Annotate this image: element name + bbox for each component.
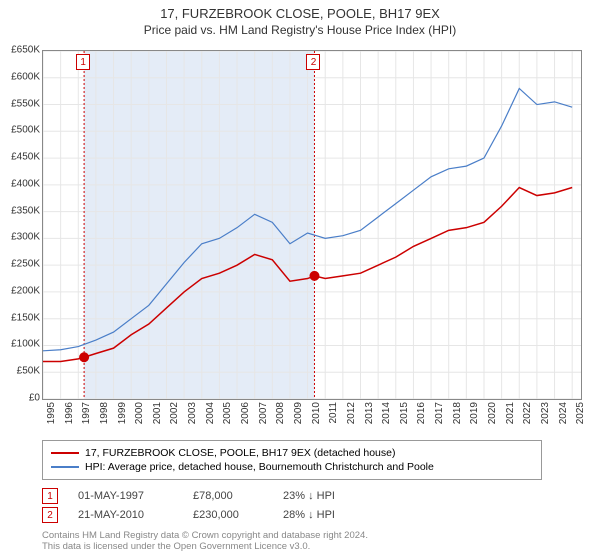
x-tick-label: 1995: [46, 402, 57, 424]
y-tick-label: £250K: [11, 259, 40, 270]
x-tick-label: 2004: [205, 402, 216, 424]
event-marker-icon: 1: [42, 488, 58, 504]
x-tick-label: 1999: [117, 402, 128, 424]
table-row: 2 21-MAY-2010 £230,000 28% ↓ HPI: [42, 507, 335, 523]
x-tick-label: 2016: [416, 402, 427, 424]
x-tick-label: 1996: [64, 402, 75, 424]
x-tick-label: 2022: [522, 402, 533, 424]
x-tick-label: 2017: [434, 402, 445, 424]
x-tick-label: 2000: [134, 402, 145, 424]
x-tick-label: 2006: [240, 402, 251, 424]
x-tick-label: 2013: [364, 402, 375, 424]
y-tick-label: £400K: [11, 178, 40, 189]
x-tick-label: 2025: [575, 402, 586, 424]
legend-label: HPI: Average price, detached house, Bour…: [85, 461, 434, 473]
table-row: 1 01-MAY-1997 £78,000 23% ↓ HPI: [42, 488, 335, 504]
y-tick-label: £150K: [11, 312, 40, 323]
x-tick-label: 2011: [328, 402, 339, 424]
x-tick-label: 2002: [169, 402, 180, 424]
x-tick-label: 2023: [540, 402, 551, 424]
y-tick-label: £450K: [11, 152, 40, 163]
legend: 17, FURZEBROOK CLOSE, POOLE, BH17 9EX (d…: [42, 440, 542, 480]
chart-svg: [43, 51, 581, 399]
x-tick-label: 2014: [381, 402, 392, 424]
x-tick-label: 2007: [258, 402, 269, 424]
sale-delta: 23% ↓ HPI: [283, 490, 335, 502]
y-tick-label: £600K: [11, 71, 40, 82]
plot-area: [42, 50, 582, 400]
sales-table: 1 01-MAY-1997 £78,000 23% ↓ HPI 2 21-MAY…: [42, 485, 335, 526]
x-tick-label: 1998: [99, 402, 110, 424]
chart-subtitle: Price paid vs. HM Land Registry's House …: [0, 23, 600, 37]
y-tick-label: £550K: [11, 98, 40, 109]
x-tick-label: 2024: [558, 402, 569, 424]
y-tick-label: £50K: [17, 366, 40, 377]
sale-date: 21-MAY-2010: [78, 509, 173, 521]
x-tick-label: 2010: [311, 402, 322, 424]
y-tick-label: £650K: [11, 45, 40, 56]
y-tick-label: £300K: [11, 232, 40, 243]
y-tick-label: £350K: [11, 205, 40, 216]
event-marker-icon: 2: [42, 507, 58, 523]
x-tick-label: 2009: [293, 402, 304, 424]
footer-attribution: Contains HM Land Registry data © Crown c…: [42, 530, 368, 553]
x-tick-label: 2020: [487, 402, 498, 424]
x-tick-label: 2001: [152, 402, 163, 424]
legend-item: HPI: Average price, detached house, Bour…: [51, 461, 533, 473]
title-block: 17, FURZEBROOK CLOSE, POOLE, BH17 9EX Pr…: [0, 0, 600, 37]
y-tick-label: £200K: [11, 285, 40, 296]
x-tick-label: 2019: [469, 402, 480, 424]
x-tick-label: 2005: [222, 402, 233, 424]
x-tick-label: 2018: [452, 402, 463, 424]
sale-price: £78,000: [193, 490, 263, 502]
event-marker-icon: 2: [306, 54, 320, 70]
legend-swatch: [51, 452, 79, 454]
legend-item: 17, FURZEBROOK CLOSE, POOLE, BH17 9EX (d…: [51, 447, 533, 459]
event-marker-icon: 1: [76, 54, 90, 70]
x-tick-label: 2015: [399, 402, 410, 424]
sale-delta: 28% ↓ HPI: [283, 509, 335, 521]
x-tick-label: 1997: [81, 402, 92, 424]
legend-label: 17, FURZEBROOK CLOSE, POOLE, BH17 9EX (d…: [85, 447, 395, 459]
x-tick-label: 2008: [275, 402, 286, 424]
sale-date: 01-MAY-1997: [78, 490, 173, 502]
y-tick-label: £500K: [11, 125, 40, 136]
y-tick-label: £100K: [11, 339, 40, 350]
x-tick-label: 2021: [505, 402, 516, 424]
x-tick-label: 2012: [346, 402, 357, 424]
sale-price: £230,000: [193, 509, 263, 521]
chart-container: 17, FURZEBROOK CLOSE, POOLE, BH17 9EX Pr…: [0, 0, 600, 560]
chart-title: 17, FURZEBROOK CLOSE, POOLE, BH17 9EX: [0, 6, 600, 21]
x-tick-label: 2003: [187, 402, 198, 424]
y-tick-label: £0: [29, 393, 40, 404]
legend-swatch: [51, 466, 79, 468]
